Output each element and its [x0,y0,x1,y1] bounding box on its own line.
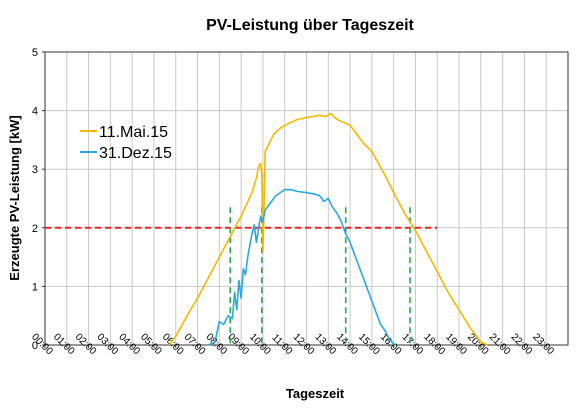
y-axis-ticks: 0 1 2 3 4 5 [32,47,45,352]
y-axis-label: Erzeugte PV-Leistung [kW] [7,115,22,280]
grid [45,52,568,345]
x-axis-label: Tageszeit [286,386,345,401]
y-tick-label: 2 [32,223,38,235]
series-line-1 [168,112,488,346]
legend-label: 11.Mai.15 [99,124,168,141]
legend: 11.Mai.15 31.Dez.15 [80,124,172,162]
y-tick-label: 3 [32,164,38,176]
y-tick-label: 5 [32,47,38,59]
y-tick-label: 4 [32,106,38,118]
legend-label: 31.Dez.15 [99,145,172,162]
series-line-2 [208,188,397,346]
series-lines [168,112,488,346]
y-tick-label: 1 [32,281,38,293]
chart-title: PV-Leistung über Tageszeit [206,17,414,34]
y-tick-label: 0 [32,340,38,352]
